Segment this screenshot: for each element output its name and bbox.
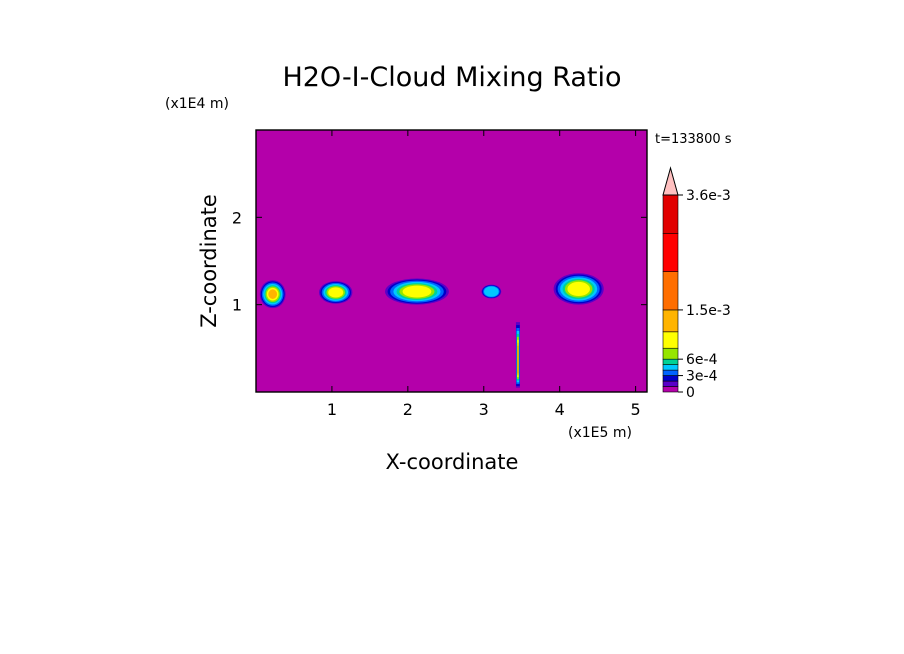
cloud-cells (259, 273, 604, 388)
cloud-cell-1 (259, 280, 286, 309)
x-axis-ticks: 1 2 3 4 5 (327, 130, 641, 419)
colorbar-extend-arrow (662, 166, 679, 196)
contour-level-4 (484, 286, 499, 297)
colorbar: 03e-46e-4 1.5e-3 3.6e-3 (662, 166, 731, 401)
x-scale-label: (x1E5 m) (568, 425, 632, 441)
colorbar-band (662, 375, 679, 382)
x-axis-label: X-coordinate (386, 450, 519, 474)
colorbar-band (662, 364, 679, 371)
contour-level-7 (567, 281, 590, 297)
cloud-cell-3 (385, 278, 449, 305)
colorbar-label: 1.5e-3 (686, 303, 731, 319)
column-level-9 (517, 345, 519, 374)
cloud-cell-4 (481, 284, 502, 299)
colorbar-band (662, 369, 679, 376)
colorbar-label: 3e-4 (686, 369, 718, 385)
contour-level-7 (328, 287, 344, 298)
plot-frame (255, 129, 648, 393)
colorbar-band (662, 358, 679, 365)
colorbar-label: 6e-4 (686, 352, 718, 368)
x-tick-label: 3 (479, 400, 489, 419)
colorbar-band (662, 194, 679, 234)
y-tick-label: 1 (232, 296, 242, 315)
plot-area (256, 130, 647, 392)
cloud-cell-5 (553, 273, 604, 305)
y-axis-ticks: 12 (232, 208, 647, 315)
y-tick-label: 2 (232, 208, 242, 227)
colorbar-band (662, 233, 679, 272)
colorbar-band (662, 347, 679, 360)
x-tick-label: 2 (403, 400, 413, 419)
colorbar-band (662, 386, 679, 393)
time-label: t=133800 s (655, 132, 732, 147)
y-scale-label: (x1E4 m) (165, 96, 229, 112)
colorbar-band (662, 380, 679, 387)
cloud-column (515, 322, 520, 388)
colorbar-label: 3.6e-3 (686, 188, 731, 204)
colorbar-band (662, 309, 679, 333)
x-tick-label: 5 (631, 400, 641, 419)
cloud-cell-2 (319, 281, 353, 304)
contour-level-8 (268, 289, 278, 299)
y-axis-label: Z-coordinate (197, 194, 221, 328)
colorbar-band (662, 331, 679, 349)
x-tick-label: 4 (555, 400, 565, 419)
colorbar-band (662, 271, 679, 311)
contour-level-7 (402, 285, 432, 298)
chart-title: H2O-I-Cloud Mixing Ratio (282, 62, 621, 93)
x-tick-label: 1 (327, 400, 337, 419)
colorbar-label: 0 (686, 385, 695, 401)
